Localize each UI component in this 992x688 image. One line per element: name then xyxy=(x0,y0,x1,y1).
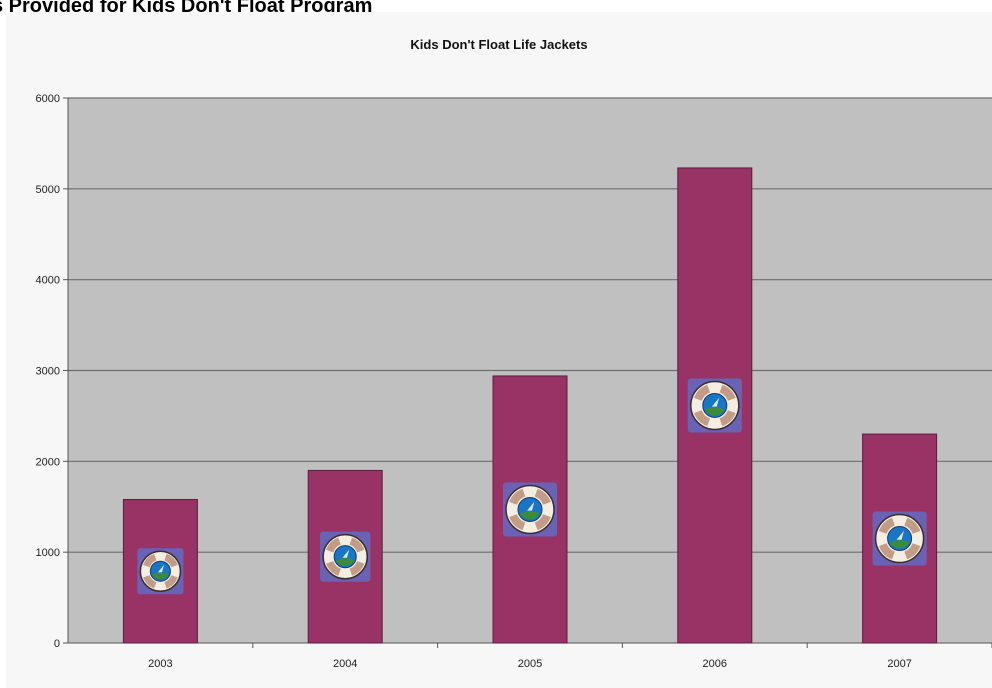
y-tick-label: 4000 xyxy=(36,275,60,287)
chart-title: Kids Don't Float Life Jackets xyxy=(410,37,587,52)
y-tick-label: 1000 xyxy=(36,547,60,559)
y-tick-label: 3000 xyxy=(36,366,60,378)
life-ring-icon xyxy=(137,548,184,595)
y-tick-labels: 0 1000 2000 3000 4000 5000 6000 xyxy=(36,93,60,650)
y-tick-label: 2000 xyxy=(36,456,60,468)
bar-icons xyxy=(137,378,927,595)
life-ring-icon xyxy=(503,482,557,537)
bar-chart: Kids Don't Float Life Jackets 2003 2004 20… xyxy=(36,37,992,670)
x-tick-label: 2007 xyxy=(887,658,911,670)
life-ring-icon xyxy=(320,531,371,582)
y-tick-label: 6000 xyxy=(36,93,60,105)
chart-frame: Kids Don't Float Life Jackets 2003 2004 20… xyxy=(6,12,992,688)
x-tick-labels: 2003 2004 2005 2006 2007 xyxy=(148,658,912,670)
life-ring-icon xyxy=(687,378,742,433)
x-tick-label: 2004 xyxy=(333,658,357,670)
x-tick-label: 2006 xyxy=(703,658,727,670)
y-tick-label: 5000 xyxy=(36,184,60,196)
y-tick-label: 0 xyxy=(54,638,60,650)
x-tick-label: 2003 xyxy=(148,658,172,670)
x-tick-label: 2005 xyxy=(518,658,542,670)
life-ring-icon xyxy=(872,511,927,566)
